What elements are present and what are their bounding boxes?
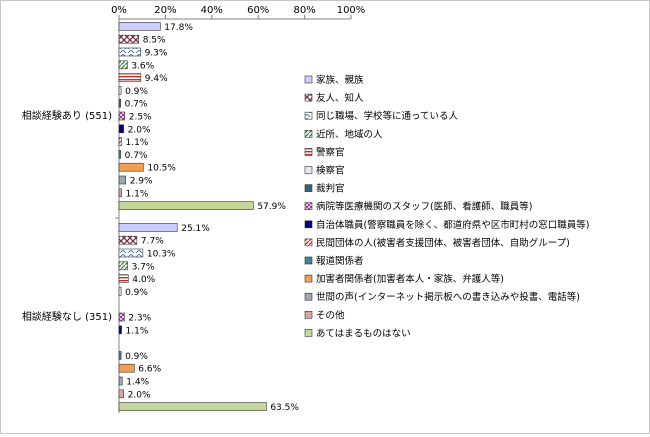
legend-label: 自治体職員(警察職員を除く、都道府県や区市町村の窓口職員等) (316, 219, 589, 231)
x-tick-label: 0% (111, 5, 127, 16)
legend-swatch (304, 220, 313, 229)
bar (118, 325, 122, 335)
legend-swatch (304, 111, 313, 120)
bar (118, 248, 144, 258)
legend-label: 裁判官 (316, 183, 345, 195)
data-label: 25.1% (181, 224, 210, 234)
bar (118, 188, 122, 198)
x-tick-label: 20% (154, 5, 176, 16)
data-label: 0.7% (125, 151, 148, 161)
legend-label: 民間団体の人(被害者支援団体、被害者団体、自助グループ) (316, 237, 570, 249)
data-label: 2.0% (128, 390, 151, 400)
bar (118, 22, 161, 31)
legend-label: 病院等医療機関のスタッフ(医師、看護師、職員等) (316, 201, 532, 213)
data-label: 2.3% (128, 314, 151, 324)
plot-area: 0% 20% 40% 60% 80% 100% 相談経験あり (551) 17.8% 8.5% 9… (22, 5, 365, 413)
bar (118, 312, 125, 322)
data-label: 6.6% (138, 365, 161, 375)
legend-swatch (304, 184, 313, 192)
legend-swatch (304, 93, 313, 102)
legend-swatch (304, 238, 313, 247)
data-label: 0.9% (125, 288, 148, 298)
bar (118, 235, 138, 245)
data-label: 17.8% (164, 23, 193, 33)
bar (118, 124, 124, 134)
bar (118, 34, 140, 44)
legend-label: 加害者関係者(加害者本人・家族、弁護人等) (316, 273, 504, 285)
data-label: 63.5% (270, 403, 299, 413)
data-label: 1.1% (126, 326, 149, 336)
x-tick-label: 80% (293, 5, 315, 16)
bar (118, 86, 122, 95)
data-label: 0.9% (125, 87, 148, 97)
data-label: 8.5% (143, 36, 166, 46)
data-label: 57.9% (257, 202, 286, 212)
legend-swatch (304, 329, 313, 337)
data-label: 1.1% (126, 189, 149, 199)
data-label: 10.5% (147, 164, 176, 174)
legend-label: 同じ職場、学校等に通っている人 (316, 110, 459, 122)
data-label: 9.4% (145, 74, 168, 84)
data-label: 0.9% (125, 352, 148, 362)
legend-label: 検察官 (316, 165, 345, 177)
bar (118, 261, 128, 271)
data-label: 0.7% (125, 100, 148, 110)
legend-label: 近所、地域の人 (316, 128, 383, 140)
legend-swatch (304, 256, 313, 265)
legend-label: あてはまるものはない (316, 328, 411, 339)
data-label: 2.0% (128, 125, 151, 135)
bar (118, 150, 121, 159)
bar (118, 60, 128, 70)
legend-swatch (304, 75, 313, 84)
data-label: 2.5% (129, 113, 152, 123)
data-label: 1.4% (126, 378, 149, 388)
data-label: 9.3% (145, 49, 168, 59)
bar (118, 402, 267, 411)
bar (118, 389, 124, 399)
legend-label: 友人、知人 (316, 92, 364, 104)
bar (118, 137, 122, 146)
bar (118, 274, 129, 283)
legend-label: 警察官 (316, 146, 345, 158)
group-label: 相談経験あり (551) (22, 109, 112, 122)
legend-label: その他 (316, 309, 345, 321)
bar (118, 363, 135, 373)
legend-swatch (304, 148, 313, 156)
legend-swatch (304, 310, 313, 319)
legend-swatch (304, 166, 313, 174)
x-tick-label: 40% (201, 5, 223, 16)
bar (118, 201, 254, 210)
legend-label: 家族、親族 (316, 74, 364, 86)
data-label: 1.1% (126, 138, 149, 148)
bar (118, 73, 142, 82)
data-label: 3.6% (131, 61, 154, 71)
x-tick-label: 100% (337, 5, 366, 16)
bar (118, 223, 178, 232)
bar (118, 175, 127, 185)
bar (118, 351, 122, 360)
bar (118, 47, 141, 57)
legend-swatch (304, 274, 313, 283)
bar (118, 98, 121, 108)
bar (118, 376, 123, 386)
data-label: 4.0% (132, 275, 155, 285)
x-tick-label: 60% (247, 5, 269, 16)
data-label: 2.9% (130, 177, 153, 187)
data-label: 10.3% (147, 250, 176, 260)
legend: 家族、親族友人、知人同じ職場、学校等に通っている人近所、地域の人警察官検察官裁判… (304, 74, 589, 339)
legend-swatch (304, 292, 313, 301)
bar (118, 287, 122, 296)
group-label: 相談経験なし (351) (22, 310, 112, 323)
bar (118, 111, 126, 121)
legend-label: 世間の声(インターネット掲示板への書き込みや投書、電話等) (316, 291, 580, 303)
legend-swatch (304, 130, 313, 138)
legend-label: 報道関係者 (316, 255, 364, 267)
data-label: 3.7% (132, 262, 155, 272)
bar (118, 162, 144, 172)
data-label: 7.7% (141, 237, 164, 247)
legend-swatch (304, 202, 313, 210)
